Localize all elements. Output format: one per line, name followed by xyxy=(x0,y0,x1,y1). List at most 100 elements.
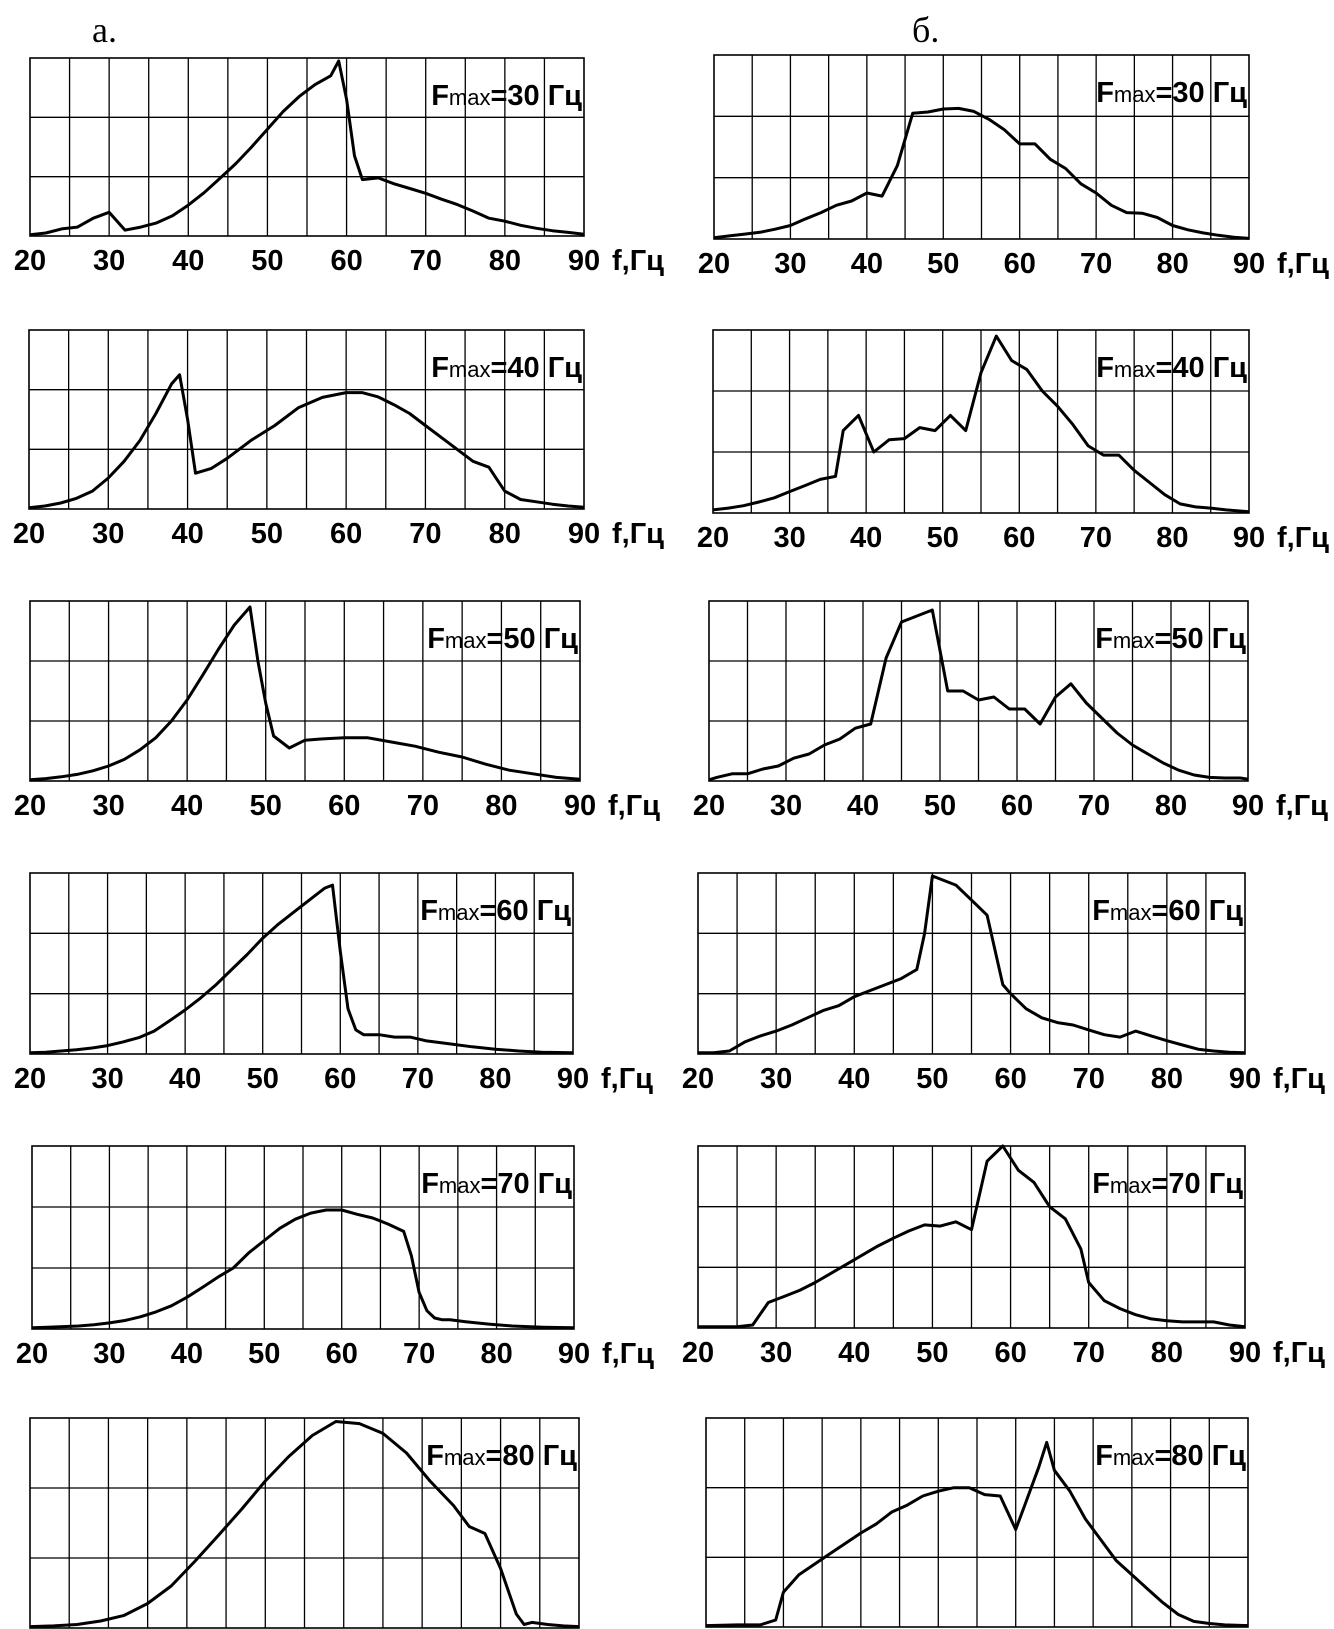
series-line xyxy=(698,874,1246,1055)
x-tick-label: 50 xyxy=(927,248,959,280)
x-tick-label: 50 xyxy=(916,1337,948,1369)
plot-frame xyxy=(31,1145,575,1330)
plot-frame xyxy=(712,329,1250,514)
x-tick-label: 70 xyxy=(1078,790,1110,822)
x-tick-label: 30 xyxy=(774,248,806,280)
x-tick-label: 60 xyxy=(330,518,362,550)
series-line xyxy=(708,608,1249,782)
x-tick-label: 60 xyxy=(326,1338,358,1370)
x-tick-label: 20 xyxy=(697,522,729,554)
x-axis-label: f,Гц xyxy=(612,245,664,277)
plot-frame xyxy=(705,1417,1249,1628)
chart-panel: 20 30 40 50 60 70 80 90 f,Гц Fmax=30 Гц xyxy=(698,54,1329,280)
x-tick-label: 80 xyxy=(479,1063,511,1095)
x-tick-label: 70 xyxy=(403,1338,435,1370)
x-tick-label: 80 xyxy=(485,790,517,822)
series-line xyxy=(713,106,1250,240)
x-tick-label: 20 xyxy=(14,1063,46,1095)
plot-frame xyxy=(28,329,585,510)
x-axis-label: f,Гц xyxy=(601,1063,653,1095)
x-tick-label: 30 xyxy=(760,1063,792,1095)
x-tick-label: 50 xyxy=(250,790,282,822)
plot-frame xyxy=(29,57,585,237)
x-tick-label: 80 xyxy=(1156,522,1188,554)
chart-panel: 20 30 40 50 60 70 80 90 f,Гц Fmax=50 Гц xyxy=(693,600,1328,822)
x-tick-label: 40 xyxy=(838,1063,870,1095)
x-tick-label: 80 xyxy=(1151,1063,1183,1095)
x-tick-label: 60 xyxy=(1003,522,1035,554)
x-tick-label: 70 xyxy=(409,518,441,550)
x-tick-label: 80 xyxy=(1151,1337,1183,1369)
x-tick-label: 90 xyxy=(568,245,600,277)
x-axis-label: f,Гц xyxy=(1276,790,1328,822)
x-tick-label: 70 xyxy=(410,245,442,277)
x-tick-label: 90 xyxy=(1233,522,1265,554)
x-tick-label: 30 xyxy=(773,522,805,554)
x-tick-label: 90 xyxy=(557,1063,589,1095)
fmax-annotation: Fmax=80 Гц xyxy=(426,1440,577,1472)
x-tick-label: 90 xyxy=(558,1338,590,1370)
x-tick-label: 40 xyxy=(838,1337,870,1369)
x-tick-label: 20 xyxy=(13,518,45,550)
x-tick-label: 40 xyxy=(850,522,882,554)
x-axis-label: f,Гц xyxy=(1273,1063,1325,1095)
x-axis-label: f,Гц xyxy=(612,518,664,550)
plot-frame xyxy=(29,600,581,782)
x-tick-label: 80 xyxy=(1155,790,1187,822)
x-tick-label: 40 xyxy=(172,245,204,277)
x-axis-label: f,Гц xyxy=(1277,248,1329,280)
x-tick-label: 30 xyxy=(92,790,124,822)
chart-panel: 20 30 40 50 60 70 80 90 f,Гц Fmax=70 Гц xyxy=(16,1145,654,1370)
column-label-b: б. xyxy=(912,10,939,50)
chart-panel: 20 30 40 50 60 70 80 90 f,Гц Fmax=60 Гц xyxy=(14,872,653,1095)
chart-panel: 20 30 40 50 60 70 80 90 f,Гц Fmax=70 Гц xyxy=(682,1144,1325,1369)
x-tick-label: 90 xyxy=(568,518,600,550)
x-tick-label: 50 xyxy=(248,1338,280,1370)
x-tick-label: 90 xyxy=(1233,248,1265,280)
x-tick-label: 70 xyxy=(1080,248,1112,280)
x-tick-label: 30 xyxy=(93,1338,125,1370)
x-tick-label: 50 xyxy=(916,1063,948,1095)
x-tick-label: 30 xyxy=(770,790,802,822)
fmax-annotation: Fmax=70 Гц xyxy=(1092,1168,1243,1200)
x-tick-label: 40 xyxy=(171,518,203,550)
chart-panel: 20 30 40 50 60 70 80 90 f,Гц Fmax=40 Гц xyxy=(697,329,1329,554)
x-tick-label: 50 xyxy=(251,245,283,277)
x-tick-label: 40 xyxy=(171,1338,203,1370)
fmax-annotation: Fmax=40 Гц xyxy=(1096,352,1247,384)
x-tick-label: 30 xyxy=(92,518,124,550)
x-tick-label: 80 xyxy=(1156,248,1188,280)
series-line xyxy=(29,1420,580,1629)
chart-panel: 20 30 40 50 60 70 80 90 f,Гц Fmax=60 Гц xyxy=(682,872,1325,1095)
x-tick-label: 30 xyxy=(93,245,125,277)
x-tick-label: 40 xyxy=(847,790,879,822)
fmax-annotation: Fmax=40 Гц xyxy=(431,352,582,384)
x-tick-label: 20 xyxy=(682,1337,714,1369)
fmax-annotation: Fmax=30 Гц xyxy=(1096,77,1247,109)
series-line xyxy=(698,1144,1246,1329)
x-tick-label: 60 xyxy=(994,1063,1026,1095)
x-tick-label: 60 xyxy=(324,1063,356,1095)
x-tick-label: 20 xyxy=(16,1338,48,1370)
x-tick-label: 80 xyxy=(480,1338,512,1370)
chart-panel: 20 30 40 50 60 70 80 90 f,Гц Fmax=50 Гц xyxy=(14,600,660,822)
series-line xyxy=(29,883,574,1055)
chart-panel: 20 30 40 50 60 70 80 90 f,Гц Fmax=30 Гц xyxy=(14,57,664,277)
plot-frame xyxy=(29,1417,580,1629)
x-tick-label: 90 xyxy=(1232,790,1264,822)
x-tick-label: 90 xyxy=(1229,1063,1261,1095)
plot-frame xyxy=(697,1145,1246,1329)
plot-frame xyxy=(713,54,1250,240)
x-tick-label: 20 xyxy=(14,245,46,277)
x-tick-label: 70 xyxy=(407,790,439,822)
x-tick-label: 70 xyxy=(1073,1337,1105,1369)
fmax-annotation: Fmax=80 Гц xyxy=(1095,1440,1246,1472)
series-line xyxy=(29,605,581,782)
x-tick-label: 20 xyxy=(698,248,730,280)
x-axis-label: f,Гц xyxy=(1277,522,1329,554)
series-line xyxy=(31,1208,575,1330)
x-tick-label: 20 xyxy=(14,790,46,822)
